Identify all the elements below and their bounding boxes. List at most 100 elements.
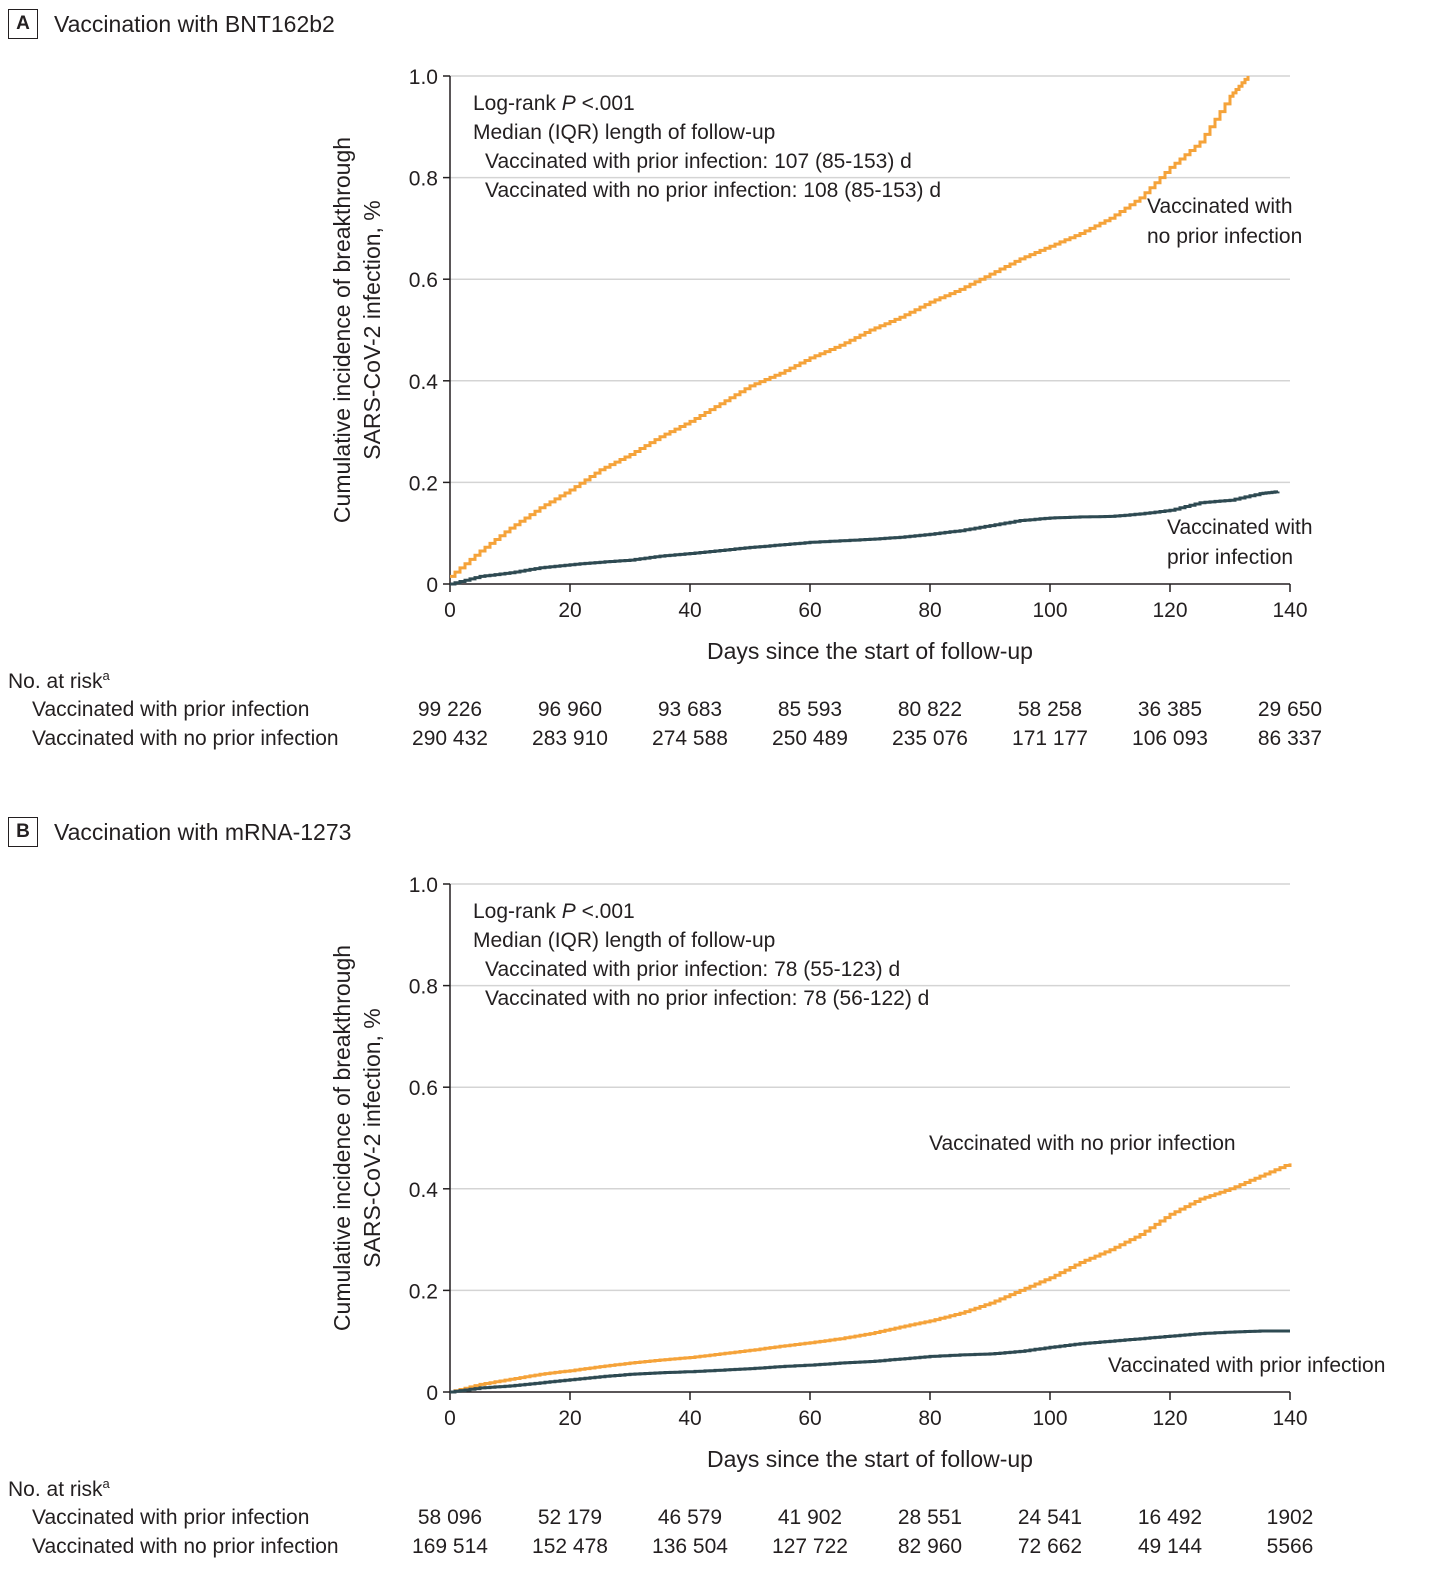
y-axis-title-line2: SARS-CoV-2 infection, % xyxy=(359,1008,385,1268)
x-tick-label: 120 xyxy=(1152,599,1187,622)
risk-value: 152 478 xyxy=(532,1535,608,1558)
panel-b-header: B Vaccination with mRNA-1273 xyxy=(8,816,351,848)
risk-value: 127 722 xyxy=(772,1535,848,1558)
x-tick-label: 0 xyxy=(444,599,456,622)
risk-value: 86 337 xyxy=(1257,727,1323,750)
series-label-prior: Vaccinated with xyxy=(1167,516,1313,539)
risk-value: 29 650 xyxy=(1257,698,1323,721)
x-tick-label: 60 xyxy=(798,1407,821,1430)
risk-value: 36 385 xyxy=(1137,698,1203,721)
panel-letter: A xyxy=(8,9,38,39)
series-label-no-prior: no prior infection xyxy=(1147,225,1302,248)
median-prior: Vaccinated with prior infection: 78 (55-… xyxy=(485,958,900,981)
risk-table: No. at riska Vaccinated with prior infec… xyxy=(0,1476,1433,1576)
y-tick-label: 1.0 xyxy=(409,874,438,897)
x-tick-label: 40 xyxy=(678,599,701,622)
logrank-annotation: Log-rank P <.001 xyxy=(473,900,635,923)
risk-value: 5566 xyxy=(1266,1535,1314,1558)
x-tick-label: 140 xyxy=(1272,599,1307,622)
median-no-prior: Vaccinated with no prior infection: 108 … xyxy=(485,179,941,202)
risk-table: No. at riska Vaccinated with prior infec… xyxy=(0,668,1433,768)
chart-a: 0 0.2 0.4 0.6 0.8 1.0 0 20 40 60 80 100 120 140 Days s… xyxy=(329,66,1313,664)
risk-value: 46 579 xyxy=(657,1506,723,1529)
y-tick-label: 0.8 xyxy=(409,976,438,999)
y-axis-title-line1: Cumulative incidence of breakthrough xyxy=(329,945,355,1331)
y-tick-label: 0.8 xyxy=(409,168,438,191)
x-tick-label: 80 xyxy=(918,599,941,622)
y-axis-title-line2: SARS-CoV-2 infection, % xyxy=(359,200,385,460)
x-tick-label: 100 xyxy=(1032,599,1067,622)
risk-value: 136 504 xyxy=(652,1535,728,1558)
risk-value: 16 492 xyxy=(1137,1506,1203,1529)
risk-value: 250 489 xyxy=(772,727,848,750)
risk-value: 274 588 xyxy=(652,727,728,750)
risk-value: 82 960 xyxy=(897,1535,963,1558)
risk-value: 96 960 xyxy=(537,698,603,721)
y-tick-label: 0.4 xyxy=(409,1179,439,1202)
y-tick-label: 1.0 xyxy=(409,66,438,89)
median-no-prior: Vaccinated with no prior infection: 78 (… xyxy=(485,987,929,1010)
y-tick-label: 0.4 xyxy=(409,371,439,394)
risk-value: 24 541 xyxy=(1017,1506,1083,1529)
panel-letter: B xyxy=(8,817,38,847)
median-title: Median (IQR) length of follow-up xyxy=(473,929,775,952)
series-line xyxy=(450,490,1280,586)
risk-value: 93 683 xyxy=(657,698,723,721)
risk-value: 235 076 xyxy=(892,727,968,750)
risk-value: 28 551 xyxy=(897,1506,963,1529)
risk-row-label-no-prior: Vaccinated with no prior infection xyxy=(32,727,339,750)
panel-a: 0 0.2 0.4 0.6 0.8 1.0 0 20 40 60 80 100 120 140 Days s… xyxy=(0,0,1433,780)
risk-table-title: No. at riska xyxy=(8,668,110,693)
risk-value: 169 514 xyxy=(412,1535,488,1558)
y-tick-label: 0 xyxy=(426,574,438,597)
x-tick-label: 60 xyxy=(798,599,821,622)
x-tick-label: 120 xyxy=(1152,1407,1187,1430)
risk-value: 52 179 xyxy=(537,1506,603,1529)
risk-value: 58 096 xyxy=(417,1506,483,1529)
risk-value: 106 093 xyxy=(1132,727,1208,750)
y-tick-label: 0.6 xyxy=(409,269,438,292)
risk-value: 283 910 xyxy=(532,727,608,750)
panel-a-header: A Vaccination with BNT162b2 xyxy=(8,8,335,40)
risk-value: 58 258 xyxy=(1017,698,1083,721)
risk-table-title: No. at riska xyxy=(8,1476,110,1501)
panel-title: Vaccination with mRNA-1273 xyxy=(54,818,352,845)
risk-value: 41 902 xyxy=(777,1506,843,1529)
risk-value: 99 226 xyxy=(417,698,483,721)
median-prior: Vaccinated with prior infection: 107 (85… xyxy=(485,150,912,173)
series-label-prior: prior infection xyxy=(1167,546,1293,569)
x-axis-title: Days since the start of follow-up xyxy=(707,1446,1033,1472)
y-axis-title-line1: Cumulative incidence of breakthrough xyxy=(329,137,355,523)
risk-value: 290 432 xyxy=(412,727,488,750)
series-line xyxy=(450,1329,1290,1394)
risk-row-label-prior: Vaccinated with prior infection xyxy=(32,698,310,721)
series-label-prior: Vaccinated with prior infection xyxy=(1108,1354,1385,1377)
risk-value: 171 177 xyxy=(1012,727,1088,750)
series-label-no-prior: Vaccinated with no prior infection xyxy=(929,1132,1236,1155)
x-tick-label: 20 xyxy=(558,599,581,622)
median-title: Median (IQR) length of follow-up xyxy=(473,121,775,144)
x-tick-label: 80 xyxy=(918,1407,941,1430)
risk-value: 1902 xyxy=(1266,1506,1314,1529)
y-axis-title: Cumulative incidence of breakthrough SARS… xyxy=(329,137,385,523)
risk-row-label-no-prior: Vaccinated with no prior infection xyxy=(32,1535,339,1558)
y-tick-label: 0.6 xyxy=(409,1077,438,1100)
panel-b: 0 0.2 0.4 0.6 0.8 1.0 0 20 40 60 80 100 120 140 Days s… xyxy=(0,808,1433,1576)
risk-row-label-prior: Vaccinated with prior infection xyxy=(32,1506,310,1529)
x-tick-label: 20 xyxy=(558,1407,581,1430)
logrank-annotation: Log-rank P <.001 xyxy=(473,92,635,115)
risk-value: 72 662 xyxy=(1017,1535,1083,1558)
series-line xyxy=(450,1163,1292,1394)
y-tick-label: 0.2 xyxy=(409,472,438,495)
series-label-no-prior: Vaccinated with xyxy=(1147,195,1293,218)
y-tick-label: 0 xyxy=(426,1382,438,1405)
chart-b: 0 0.2 0.4 0.6 0.8 1.0 0 20 40 60 80 100 120 140 Days s… xyxy=(329,874,1385,1472)
x-tick-label: 100 xyxy=(1032,1407,1067,1430)
x-tick-label: 140 xyxy=(1272,1407,1307,1430)
panel-title: Vaccination with BNT162b2 xyxy=(54,10,335,37)
risk-value: 85 593 xyxy=(777,698,843,721)
x-axis-title: Days since the start of follow-up xyxy=(707,638,1033,664)
x-tick-label: 0 xyxy=(444,1407,456,1430)
series-line xyxy=(450,76,1250,578)
x-tick-label: 40 xyxy=(678,1407,701,1430)
